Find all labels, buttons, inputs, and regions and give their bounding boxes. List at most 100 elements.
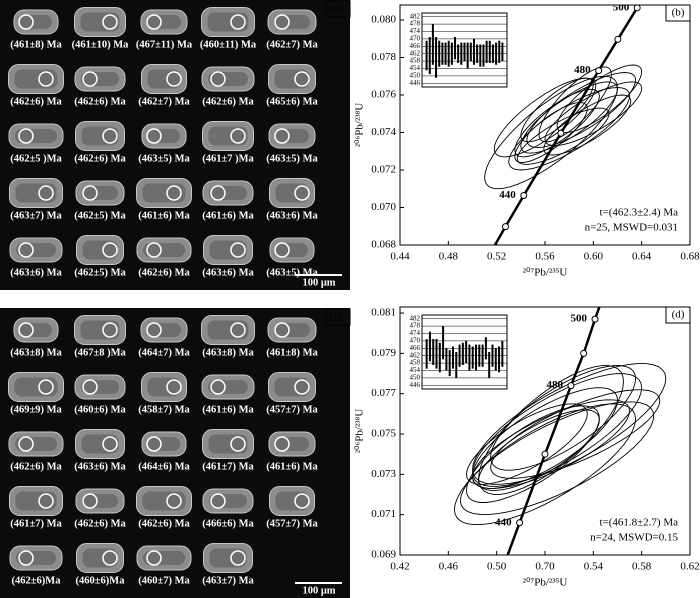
analysis-spot [230, 436, 246, 452]
analysis-spot [166, 379, 182, 395]
analysis-spot [230, 322, 246, 338]
inset-tick-label: 474 [410, 329, 421, 337]
age-marker [501, 223, 509, 231]
analysis-spot [146, 14, 162, 30]
error-ellipse [484, 75, 618, 190]
zircon-zoning [209, 240, 247, 260]
inset-tick-label: 446 [410, 381, 421, 389]
zircon-age-label: (462±6) Ma [138, 267, 190, 278]
y-tick-label: 0.069 [371, 549, 396, 561]
zircon-age-label: (462±6) Ma [138, 518, 190, 529]
error-ellipse [490, 389, 661, 479]
age-label: 500 [571, 313, 588, 325]
inset-tick-label: 478 [410, 20, 421, 28]
zircon-age-label: (462±5) Ma [74, 267, 126, 278]
age-marker [567, 382, 575, 390]
zircon-age-label: (461±6) Ma [138, 210, 190, 221]
zircon-zoning [275, 437, 309, 451]
zircon-age-label: (463±8) Ma [202, 347, 254, 358]
zircon-age-label: (461±7) Ma [202, 461, 254, 472]
inset-tick-label: 482 [410, 314, 421, 322]
zircon-zoning [16, 551, 56, 565]
analysis-spot [38, 493, 54, 509]
zircon-age-label: (461±7 )Ma [202, 153, 254, 164]
age-marker [516, 519, 524, 527]
x-tick-label: 0.60 [584, 251, 604, 263]
y-tick-label: 0.077 [371, 387, 396, 399]
zircon-zoning [15, 183, 57, 203]
inset-tick-label: 450 [410, 72, 421, 80]
zircon-age-label: (464±6) Ma [138, 461, 190, 472]
zircon-age-label: (462±6) Ma [10, 461, 62, 472]
zircon-zoning [20, 323, 52, 337]
error-ellipse [526, 72, 637, 148]
panel-label-box [325, 0, 351, 18]
zircon-zoning [82, 186, 118, 200]
x-tick-label: 0.50 [487, 561, 507, 573]
zircon-zoning [142, 183, 186, 203]
zircon-age-label: (469±9) Ma [10, 404, 62, 415]
zircon-age-label: (462±6) Ma [10, 96, 62, 107]
analysis-spot [18, 436, 34, 452]
zircon-zoning [14, 377, 58, 397]
zircon-zoning [20, 15, 52, 29]
zircon-age-label: (463±8) Ma [10, 347, 62, 358]
zircon-age-label: (466±6) Ma [202, 518, 254, 529]
zircon-age-label: (462±6) Ma [74, 153, 126, 164]
zircon-zoning [82, 240, 118, 260]
inset-tick-label: 458 [410, 57, 421, 65]
analysis-spot [102, 128, 118, 144]
zircon-zoning [82, 494, 118, 508]
inset-tick-label: 470 [410, 35, 421, 43]
analysis-spot [82, 71, 98, 87]
panel-label-box [665, 4, 691, 22]
x-axis-label: ²⁰⁷Pb/²³⁵U [523, 577, 568, 589]
y-tick-label: 0.078 [371, 51, 396, 63]
x-tick-label: 0.46 [439, 561, 459, 573]
zircon-age-label: (462±6) Ma [202, 96, 254, 107]
inset-tick-label: 474 [410, 27, 421, 35]
inset-tick-label: 478 [410, 322, 421, 330]
analysis-spot [18, 242, 34, 258]
zircon-zoning [15, 491, 57, 511]
zircon-age-label: (462±7) Ma [266, 39, 318, 50]
analysis-spot [102, 550, 118, 566]
zircon-zoning [147, 323, 181, 337]
age-label: 500 [613, 1, 630, 13]
analysis-spot [210, 185, 226, 201]
analysis-spot [102, 242, 118, 258]
error-ellipse [543, 94, 632, 156]
age-marker [591, 315, 599, 323]
zircon-zoning [208, 126, 248, 146]
zircon-age-label: (462±5 )Ma [10, 153, 62, 164]
y-tick-label: 0.070 [371, 201, 396, 213]
zircon-age-label: (465±6) Ma [266, 96, 318, 107]
x-tick-label: 0.48 [439, 251, 459, 263]
analysis-spot [274, 242, 290, 258]
scale-label: 100 μm [302, 277, 335, 288]
analysis-spot [274, 436, 290, 452]
zircon-age-label: (463±5) Ma [138, 153, 190, 164]
zircon-zoning [143, 551, 185, 565]
inset-tick-label: 466 [410, 42, 421, 50]
analysis-spot [294, 185, 310, 201]
error-ellipse [538, 66, 612, 143]
concordia-curve [493, 5, 641, 245]
analysis-spot [82, 379, 98, 395]
inset-tick-label: 462 [410, 49, 421, 57]
zircon-zoning [209, 186, 247, 200]
zircon-zoning [275, 129, 309, 143]
x-tick-label: 0.68 [680, 251, 700, 263]
analysis-spot [18, 322, 34, 338]
zircon-age-label: (463±6) Ma [266, 210, 318, 221]
analysis-spot [210, 71, 226, 87]
panel-label-box [665, 306, 691, 324]
zircon-age-label: (457±7) Ma [266, 518, 318, 529]
plot-area: 440 480 500 [453, 307, 667, 555]
error-ellipse [514, 88, 600, 158]
zircon-age-label: (461±8) Ma [266, 347, 318, 358]
zircon-zoning [14, 69, 58, 89]
age-marker [633, 5, 641, 12]
zircon-zoning [15, 437, 57, 451]
